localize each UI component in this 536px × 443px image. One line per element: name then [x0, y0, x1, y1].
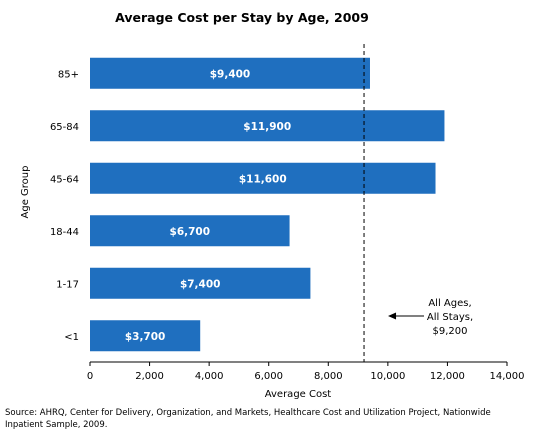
- x-tick-label-2: 4,000: [195, 371, 224, 382]
- bar-value-label-4: $7,400: [180, 278, 221, 290]
- y-category-label-4: 1-17: [56, 279, 79, 290]
- chart-title: Average Cost per Stay by Age, 2009: [115, 10, 369, 25]
- bar-0: [90, 57, 370, 89]
- x-tick-label-5: 10,000: [370, 371, 405, 382]
- y-category-label-0: 85+: [58, 69, 79, 80]
- bars-group: $9,400 $11,900 $11,600 $6,700 $7,400 $3,700: [90, 57, 445, 352]
- y-axis-label: Age Group: [20, 166, 31, 219]
- x-tick-label-0: 0: [87, 371, 93, 382]
- bar-value-label-2: $11,600: [239, 173, 287, 185]
- x-ticks-group: 0 2,000 4,000 6,000 8,000 10,000 12,000 14,000: [87, 362, 525, 382]
- reference-annotation-line-0: All Ages,: [428, 298, 471, 309]
- bar-value-label-1: $11,900: [243, 121, 291, 133]
- x-tick-label-7: 14,000: [490, 371, 525, 382]
- bar-1: [90, 110, 445, 142]
- reference-annotation-line-2: $9,200: [433, 326, 468, 337]
- y-categories-group: 85+ 65-84 45-64 18-44 1-17 <1: [50, 69, 79, 343]
- reference-arrow-head: [388, 312, 397, 320]
- bar-2: [90, 162, 436, 194]
- chart: Average Cost per Stay by Age, 2009 $9,40…: [20, 10, 525, 400]
- bar-value-label-5: $3,700: [125, 331, 166, 343]
- x-tick-label-4: 8,000: [314, 371, 343, 382]
- bar-3: [90, 215, 290, 247]
- x-tick-label-6: 12,000: [430, 371, 465, 382]
- bar-4: [90, 267, 311, 299]
- x-tick-label-1: 2,000: [135, 371, 164, 382]
- bar-5: [90, 320, 201, 352]
- reference-annotation-line-1: All Stays,: [427, 312, 473, 323]
- reference-annotation: All Ages, All Stays, $9,200: [388, 298, 473, 337]
- y-category-label-1: 65-84: [50, 122, 79, 133]
- x-tick-label-3: 6,000: [254, 371, 283, 382]
- bar-value-label-3: $6,700: [170, 226, 211, 238]
- y-category-label-3: 18-44: [50, 227, 79, 238]
- y-category-label-2: 45-64: [50, 174, 79, 185]
- x-axis-label: Average Cost: [265, 389, 332, 400]
- bar-value-label-0: $9,400: [210, 68, 251, 80]
- source-note: Source: AHRQ, Center for Delivery, Organ…: [5, 408, 491, 430]
- y-category-label-5: <1: [64, 332, 79, 343]
